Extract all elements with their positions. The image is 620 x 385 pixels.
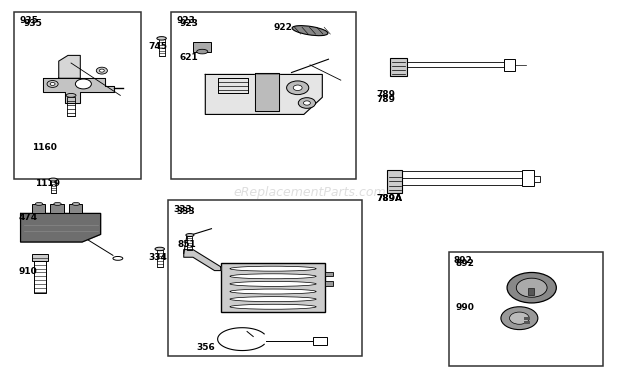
Ellipse shape (230, 266, 316, 271)
Text: 935: 935 (19, 16, 38, 25)
Ellipse shape (113, 256, 123, 260)
Ellipse shape (197, 49, 208, 54)
Ellipse shape (230, 304, 316, 309)
Text: 333: 333 (176, 207, 195, 216)
Text: 892: 892 (456, 259, 475, 268)
Text: 892: 892 (453, 256, 472, 265)
Bar (218, 78, 249, 94)
Bar (159, 39, 164, 56)
Bar (221, 263, 326, 313)
Bar (523, 170, 534, 186)
Bar (69, 204, 82, 213)
Text: 621: 621 (179, 54, 198, 62)
Text: 789A: 789A (376, 194, 402, 203)
Circle shape (96, 67, 107, 74)
Text: 923: 923 (179, 19, 198, 28)
Ellipse shape (230, 297, 316, 301)
Ellipse shape (186, 234, 194, 236)
Bar (525, 321, 531, 324)
Circle shape (501, 307, 538, 330)
Bar (187, 236, 192, 249)
Ellipse shape (230, 274, 316, 279)
Circle shape (303, 101, 311, 105)
Circle shape (293, 85, 302, 90)
Text: 923: 923 (176, 16, 195, 25)
Text: 789: 789 (376, 90, 396, 99)
Bar (193, 42, 211, 52)
Text: 1160: 1160 (32, 143, 56, 152)
Bar (51, 180, 56, 192)
Bar (50, 204, 64, 213)
Ellipse shape (230, 289, 316, 294)
Bar (387, 170, 402, 192)
Text: eReplacementParts.com: eReplacementParts.com (234, 186, 386, 199)
Text: 474: 474 (19, 213, 38, 223)
Polygon shape (255, 72, 279, 110)
Text: 935: 935 (24, 19, 43, 28)
Ellipse shape (157, 37, 166, 40)
Bar (326, 272, 333, 276)
Bar (326, 281, 333, 286)
Ellipse shape (49, 178, 57, 181)
Bar (32, 254, 48, 261)
Bar (313, 337, 327, 345)
Bar (504, 59, 515, 70)
Bar (534, 176, 539, 182)
Ellipse shape (230, 281, 316, 286)
Circle shape (516, 278, 547, 297)
Circle shape (47, 80, 58, 87)
Ellipse shape (54, 203, 61, 206)
Polygon shape (205, 74, 322, 114)
Circle shape (50, 82, 55, 85)
Ellipse shape (73, 203, 80, 206)
Circle shape (76, 79, 91, 89)
Text: 789A: 789A (376, 194, 402, 203)
Text: 334: 334 (148, 253, 167, 263)
Ellipse shape (292, 26, 328, 36)
Polygon shape (59, 55, 81, 78)
Text: 1119: 1119 (35, 179, 60, 188)
Text: 922: 922 (273, 23, 292, 32)
Text: 910: 910 (19, 267, 37, 276)
Text: 356: 356 (196, 343, 215, 352)
Circle shape (298, 98, 316, 108)
Bar (68, 97, 75, 116)
Text: 745: 745 (149, 42, 167, 51)
Ellipse shape (155, 247, 164, 251)
Ellipse shape (35, 203, 43, 206)
Bar (157, 250, 163, 267)
Text: 990: 990 (456, 303, 475, 312)
Polygon shape (43, 78, 114, 103)
Bar (525, 317, 531, 320)
Bar (172, 12, 356, 179)
Bar (14, 12, 141, 179)
Text: 333: 333 (173, 205, 192, 214)
Polygon shape (184, 249, 221, 271)
Circle shape (99, 69, 104, 72)
Bar (390, 59, 407, 75)
Text: 851: 851 (177, 240, 197, 249)
Text: 789: 789 (376, 95, 396, 104)
Bar (448, 251, 603, 366)
Bar (169, 200, 362, 356)
Bar (528, 288, 534, 295)
Bar (32, 204, 45, 213)
Ellipse shape (66, 94, 76, 97)
Circle shape (286, 81, 309, 95)
Circle shape (510, 312, 529, 324)
Polygon shape (20, 213, 100, 242)
Circle shape (507, 273, 556, 303)
Bar (34, 261, 46, 293)
